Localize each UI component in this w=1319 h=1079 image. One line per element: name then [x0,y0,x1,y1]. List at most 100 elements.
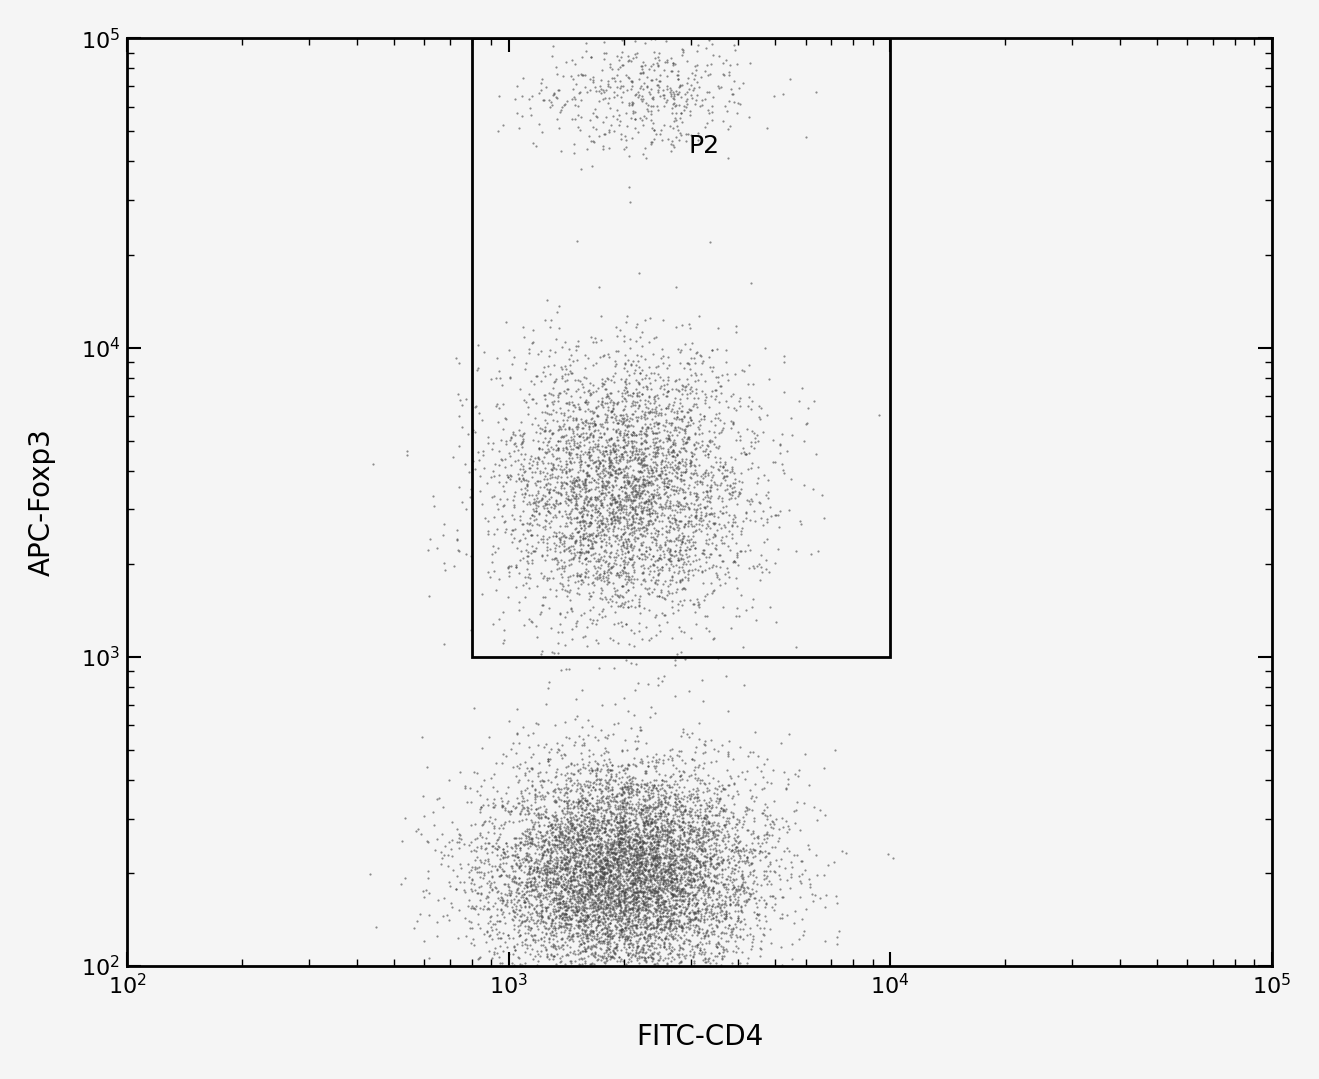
Point [555,859,576,876]
Point [571,507,592,524]
Point [627,844,648,861]
Point [554,906,575,924]
Point [595,855,616,872]
Point [708,818,729,835]
Point [571,488,592,505]
Point [630,497,652,515]
Point [582,931,603,948]
Point [674,838,695,856]
Point [685,516,706,533]
Point [619,474,640,491]
Point [526,904,547,921]
Point [592,474,613,491]
Point [695,810,716,828]
Point [508,870,529,887]
Point [695,877,716,894]
Point [501,468,522,486]
Point [621,549,642,566]
Point [612,855,633,872]
Point [661,832,682,849]
Point [711,378,732,395]
Point [510,473,532,490]
Point [598,897,619,914]
Point [690,857,711,874]
Point [565,877,586,894]
Point [601,476,623,493]
Point [616,879,637,897]
Point [715,574,736,591]
Point [690,856,711,873]
Point [595,918,616,935]
Point [547,467,568,484]
Point [636,916,657,933]
Point [752,423,773,440]
Point [619,771,640,789]
Point [574,903,595,920]
Point [687,343,708,360]
Point [678,682,699,699]
Point [690,912,711,929]
Point [698,766,719,783]
Point [624,365,645,382]
Point [455,501,476,518]
Point [662,823,683,841]
Point [574,940,595,957]
Point [542,466,563,483]
Point [520,851,541,869]
Point [683,861,704,878]
Point [571,882,592,899]
Point [559,822,580,839]
Point [633,432,654,449]
Point [674,865,695,883]
Point [636,520,657,537]
Point [690,557,711,574]
Point [599,394,620,411]
Point [608,892,629,910]
Point [613,935,634,953]
Point [561,599,582,616]
Point [603,885,624,902]
Point [603,869,624,886]
Point [575,543,596,560]
Point [555,847,576,864]
Point [545,809,566,827]
Point [611,825,632,843]
Point [570,894,591,912]
Point [706,907,727,925]
Point [579,514,600,531]
Point [678,875,699,892]
Point [758,599,780,616]
Point [562,848,583,865]
Point [737,891,758,909]
Point [627,950,648,967]
Point [551,814,572,831]
Point [715,871,736,888]
Point [619,510,640,528]
Point [583,439,604,456]
Point [533,816,554,833]
Point [576,829,598,846]
Point [806,811,827,829]
Point [470,884,491,901]
Point [677,498,698,516]
Point [510,914,532,931]
Point [690,346,711,364]
Point [580,864,601,882]
Point [550,479,571,496]
Point [549,884,570,901]
Point [506,848,528,865]
Point [600,912,621,929]
Point [711,848,732,865]
Point [654,822,675,839]
Point [669,481,690,498]
Point [687,786,708,803]
Point [692,436,714,453]
Point [603,888,624,905]
Point [723,85,744,103]
Point [691,504,712,521]
Point [630,941,652,958]
Point [493,843,514,860]
Point [467,783,488,801]
Point [518,864,539,882]
Point [532,909,553,926]
